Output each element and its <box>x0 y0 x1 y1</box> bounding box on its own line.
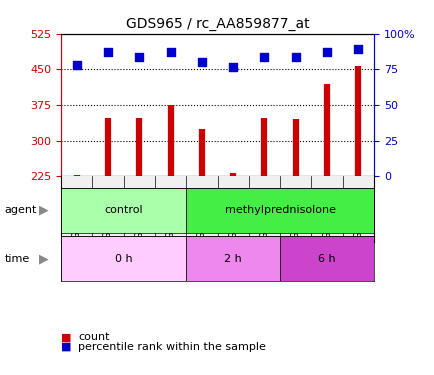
Text: ■: ■ <box>61 333 71 342</box>
Bar <box>61 188 186 232</box>
Text: GSM29137: GSM29137 <box>197 186 206 239</box>
Text: GSM29141: GSM29141 <box>259 186 269 239</box>
Point <box>292 54 299 60</box>
Text: GSM29119: GSM29119 <box>72 186 81 239</box>
Text: ▶: ▶ <box>39 204 48 216</box>
Text: methylprednisolone: methylprednisolone <box>224 205 335 215</box>
Text: 2 h: 2 h <box>224 254 241 264</box>
Point <box>260 54 267 60</box>
Point <box>104 49 111 55</box>
Text: GSM29125: GSM29125 <box>165 186 175 239</box>
Text: ▶: ▶ <box>39 252 48 265</box>
Text: ■: ■ <box>61 342 71 352</box>
Point <box>135 54 142 60</box>
Text: GSM29157: GSM29157 <box>290 186 300 239</box>
Text: control: control <box>104 205 142 215</box>
Text: 0 h: 0 h <box>115 254 132 264</box>
Point <box>73 62 80 68</box>
Text: percentile rank within the sample: percentile rank within the sample <box>78 342 266 352</box>
Point <box>323 49 330 55</box>
Text: GSM29138: GSM29138 <box>228 186 237 239</box>
Text: GSM29159: GSM29159 <box>322 186 331 239</box>
Point <box>198 59 205 65</box>
Point <box>167 49 174 55</box>
Point <box>229 63 236 69</box>
Text: GSM29161: GSM29161 <box>353 186 362 239</box>
Bar <box>186 236 279 281</box>
Text: agent: agent <box>4 205 36 215</box>
Text: count: count <box>78 333 109 342</box>
Text: GSM29121: GSM29121 <box>103 186 112 239</box>
Text: time: time <box>4 254 30 264</box>
Bar <box>61 236 186 281</box>
Title: GDS965 / rc_AA859877_at: GDS965 / rc_AA859877_at <box>125 17 309 32</box>
Bar <box>186 188 373 232</box>
Text: GSM29123: GSM29123 <box>134 186 144 239</box>
Point <box>354 46 361 53</box>
Bar <box>279 236 373 281</box>
Text: 6 h: 6 h <box>318 254 335 264</box>
